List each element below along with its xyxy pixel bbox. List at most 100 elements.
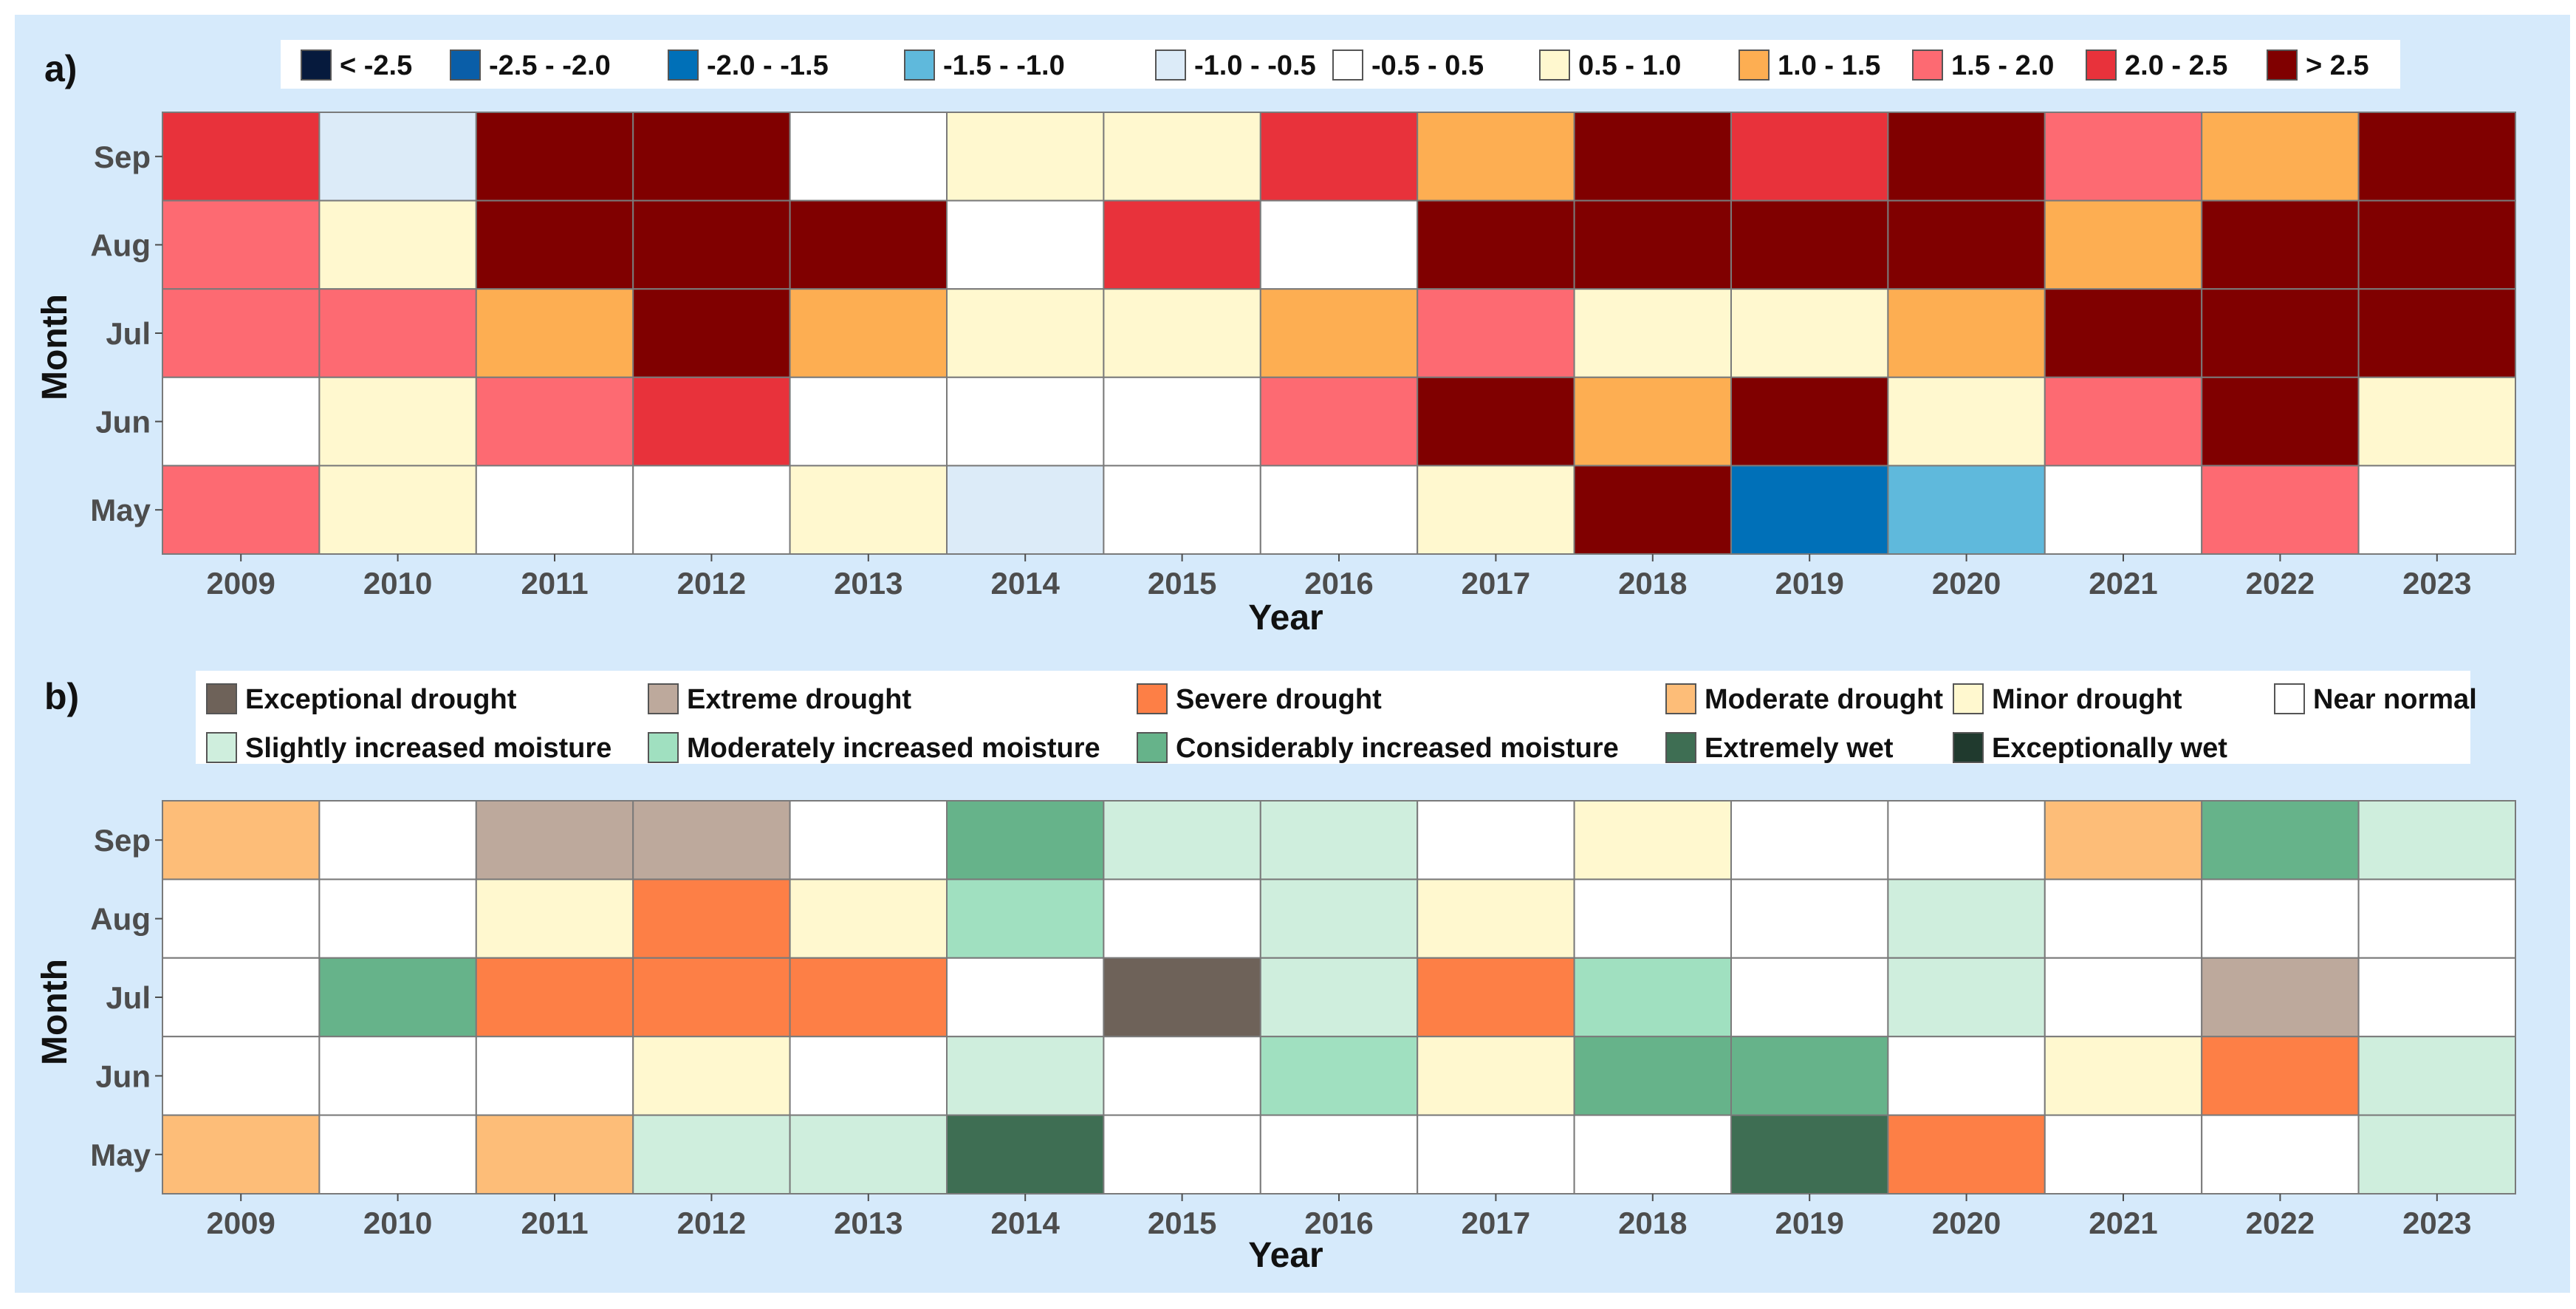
heatmap-cell xyxy=(946,112,1105,202)
heatmap-cell xyxy=(1573,1036,1733,1116)
heatmap-cell xyxy=(632,199,791,290)
x-tick-label: 2020 xyxy=(1932,1206,2001,1240)
heatmap-cell xyxy=(162,199,321,290)
heatmap-cell xyxy=(1259,957,1419,1038)
heatmap-cell xyxy=(1573,957,1733,1038)
panel-b-x-axis-title: Year xyxy=(1248,1236,1323,1275)
legend-swatch xyxy=(1332,49,1363,81)
heatmap-cell xyxy=(318,288,477,378)
legend-swatch xyxy=(1739,49,1770,81)
legend-label: -1.0 - -0.5 xyxy=(1194,50,1316,81)
x-tick-label: 2019 xyxy=(1775,566,1843,601)
heatmap-cell xyxy=(1730,376,1889,467)
heatmap-cell xyxy=(1730,1036,1889,1116)
heatmap-cell xyxy=(789,1036,948,1116)
heatmap-cell xyxy=(946,465,1105,556)
legend-swatch xyxy=(1137,683,1168,714)
x-tick-label: 2014 xyxy=(990,566,1060,601)
panel-a: a) < -2.5 -2.5 - -2.0 -2.0 - -1.5 -1.5 - -1… xyxy=(35,40,2517,638)
x-tick-label: 2012 xyxy=(677,566,746,601)
legend-swatch xyxy=(668,49,699,81)
panel-a-legend: < -2.5 -2.5 - -2.0 -2.0 - -1.5 -1.5 - -1.0 -… xyxy=(301,49,2369,81)
heatmap-figure: a) < -2.5 -2.5 - -2.0 -2.0 - -1.5 -1.5 - -1… xyxy=(35,40,2517,1275)
heatmap-cell xyxy=(1259,800,1419,881)
heatmap-cell xyxy=(1417,288,1575,378)
heatmap-cell xyxy=(1887,1114,2046,1194)
x-tick-label: 2022 xyxy=(2246,1206,2315,1240)
heatmap-cell xyxy=(2201,1114,2360,1194)
legend-label: -2.5 - -2.0 xyxy=(489,50,611,81)
heatmap-cell xyxy=(475,112,634,202)
heatmap-cell xyxy=(2201,376,2360,467)
heatmap-cell xyxy=(475,1114,634,1194)
heatmap-cell xyxy=(2357,800,2517,881)
legend-label: Moderately increased moisture xyxy=(687,733,1100,764)
legend-swatch xyxy=(450,49,481,81)
heatmap-cell xyxy=(789,376,948,467)
legend-label: Moderate drought xyxy=(1705,684,1943,715)
heatmap-cell xyxy=(1573,878,1733,959)
panel-b: b) Exceptional drought Extreme drought Sev… xyxy=(35,671,2517,1275)
heatmap-cell xyxy=(632,376,791,467)
heatmap-cell xyxy=(2201,465,2360,556)
legend-label: -2.0 - -1.5 xyxy=(707,50,829,81)
legend-label: > 2.5 xyxy=(2306,50,2369,81)
x-tick-label: 2016 xyxy=(1304,1206,1373,1240)
heatmap-cell xyxy=(1417,1036,1575,1116)
x-tick-label: 2017 xyxy=(1462,566,1530,601)
heatmap-cell xyxy=(2044,957,2203,1038)
panel-b-x-ticks: 2009 2010 2011 2012 2013 2014 2015 2016 2017 2018… xyxy=(206,1194,2472,1240)
heatmap-cell xyxy=(1887,957,2046,1038)
heatmap-cell xyxy=(1887,1036,2046,1116)
x-tick-label: 2018 xyxy=(1618,1206,1687,1240)
heatmap-cell xyxy=(946,957,1105,1038)
panel-a-x-ticks: 2009 2010 2011 2012 2013 2014 2015 2016 2017 2018… xyxy=(206,554,2472,601)
y-tick-label: Aug xyxy=(90,228,151,262)
heatmap-cell xyxy=(2201,112,2360,202)
legend-label: Exceptional drought xyxy=(245,684,517,715)
heatmap-cell xyxy=(1730,465,1889,556)
heatmap-cell xyxy=(1259,1114,1419,1194)
heatmap-cell xyxy=(318,465,477,556)
panel-a-y-ticks: Sep Aug Jul Jun May xyxy=(90,140,162,527)
heatmap-cell xyxy=(1573,288,1733,378)
heatmap-cell xyxy=(1259,288,1419,378)
heatmap-cell xyxy=(2044,376,2203,467)
y-tick-label: Aug xyxy=(90,902,151,937)
heatmap-cell xyxy=(789,957,948,1038)
panel-b-legend-box xyxy=(196,671,2470,764)
heatmap-cell xyxy=(1417,1114,1575,1194)
heatmap-cell xyxy=(946,376,1105,467)
legend-swatch xyxy=(206,732,237,763)
x-tick-label: 2014 xyxy=(990,1206,1060,1240)
heatmap-cell xyxy=(2357,199,2517,290)
heatmap-cell xyxy=(475,376,634,467)
heatmap-cell xyxy=(1417,878,1575,959)
heatmap-cell xyxy=(318,957,477,1038)
heatmap-cell xyxy=(2201,1036,2360,1116)
heatmap-cell xyxy=(1887,878,2046,959)
heatmap-cell xyxy=(2044,465,2203,556)
heatmap-cell xyxy=(1730,957,1889,1038)
heatmap-cell xyxy=(1259,199,1419,290)
panel-b-y-axis-title: Month xyxy=(35,959,75,1065)
panel-b-legend: Exceptional drought Extreme drought Severe… xyxy=(206,683,2477,764)
heatmap-cell xyxy=(2044,288,2203,378)
x-tick-label: 2020 xyxy=(1932,566,2001,601)
heatmap-cell xyxy=(1887,288,2046,378)
heatmap-cell xyxy=(162,288,321,378)
heatmap-cell xyxy=(162,800,321,881)
heatmap-cell xyxy=(946,878,1105,959)
heatmap-cell xyxy=(1259,376,1419,467)
heatmap-cell xyxy=(789,878,948,959)
legend-swatch xyxy=(2086,49,2117,81)
heatmap-cell xyxy=(1730,1114,1889,1194)
heatmap-cell xyxy=(475,1036,634,1116)
legend-swatch xyxy=(1137,732,1168,763)
x-tick-label: 2022 xyxy=(2246,566,2315,601)
heatmap-cell xyxy=(632,800,791,881)
heatmap-cell xyxy=(318,878,477,959)
heatmap-cell xyxy=(318,112,477,202)
heatmap-cell xyxy=(2357,1036,2517,1116)
legend-swatch xyxy=(1953,683,1984,714)
